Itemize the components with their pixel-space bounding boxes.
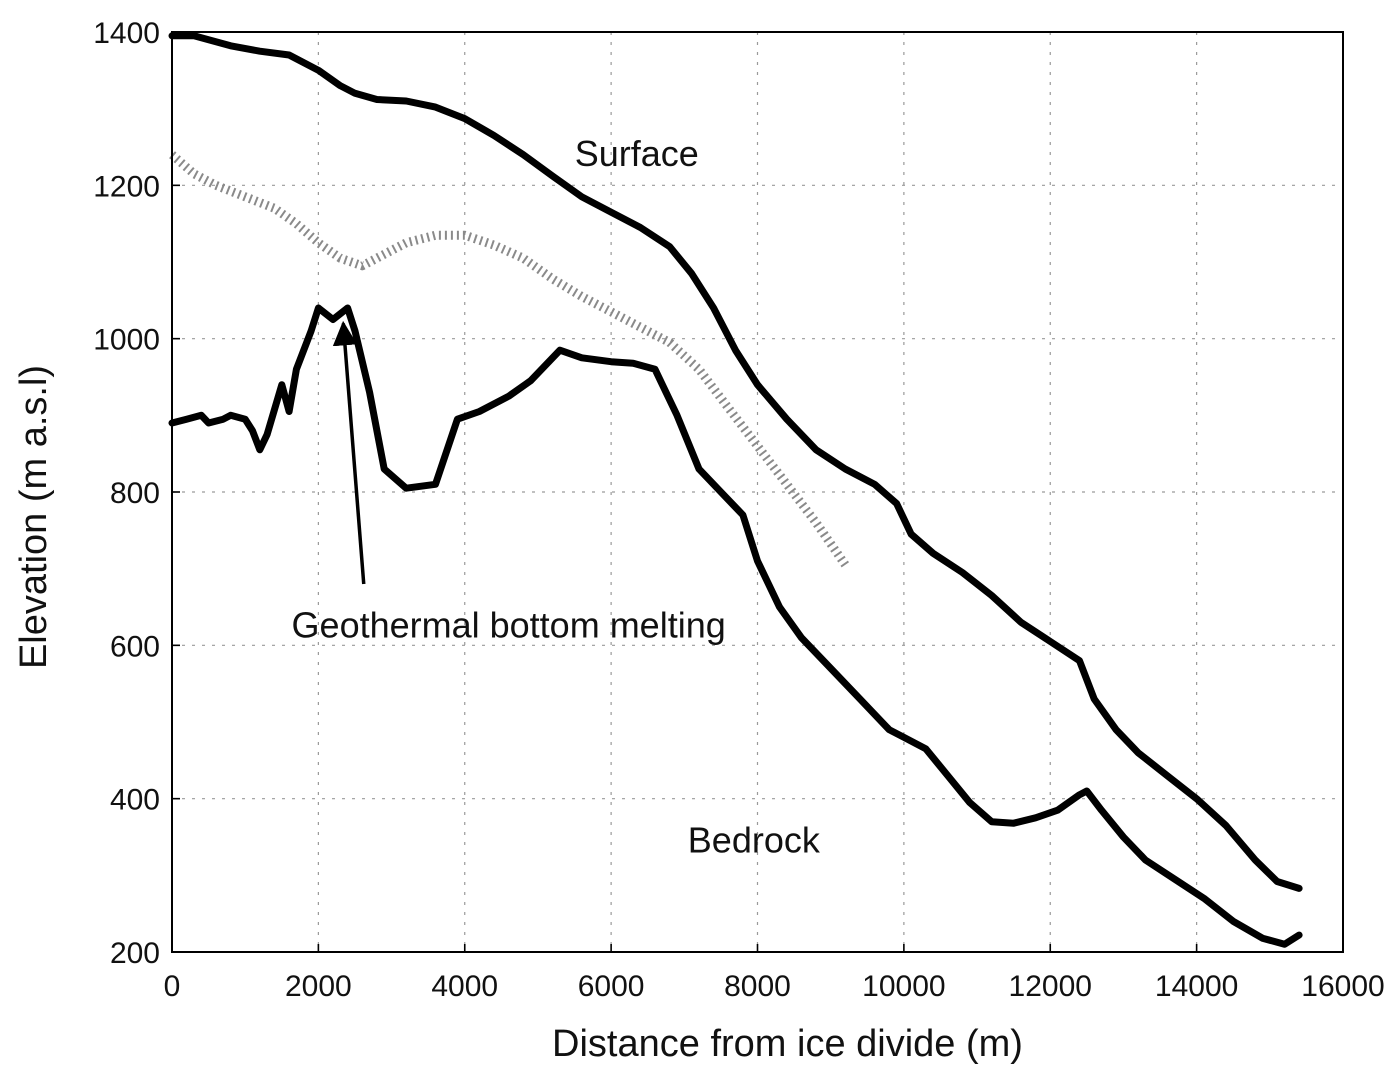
y-tick-label: 600 [110,630,160,663]
annotation-geothermal-bottom-melting: Geothermal bottom melting [292,605,726,646]
x-tick-label: 12000 [1009,970,1092,1003]
tick-layer: 0 2000 4000 6000 8000 10000 12000 14000 16000 200… [93,17,1384,1003]
y-axis-label: Elevation (m a.s.l) [13,365,55,669]
x-tick-label: 14000 [1155,970,1238,1003]
annotation-surface: Surface [575,133,699,174]
annotation-bedrock: Bedrock [688,819,821,860]
x-tick-label: 10000 [862,970,945,1003]
y-tick-label: 800 [110,477,160,510]
x-tick-label: 0 [164,970,181,1003]
series-melt-boundary-dotted-line [169,151,849,568]
x-axis-label: Distance from ice divide (m) [552,1023,1023,1065]
grid [172,32,1343,952]
x-tick-label: 6000 [578,970,645,1003]
y-tick-label: 400 [110,784,160,817]
y-tick-label: 1200 [93,170,160,203]
series-bedrock-line [168,304,1303,948]
x-tick-label: 2000 [285,970,352,1003]
x-tick-label: 16000 [1301,970,1384,1003]
series-surface-line [168,32,1303,892]
y-tick-label: 1400 [93,17,160,50]
x-tick-label: 4000 [431,970,498,1003]
annotation-arrow [332,320,366,585]
y-tick-label: 1000 [93,324,160,357]
y-tick-label: 200 [110,937,160,970]
annotation-layer: Surface Bedrock Geothermal bottom melting [292,133,821,860]
series-layer [168,32,1303,948]
x-tick-label: 8000 [724,970,791,1003]
